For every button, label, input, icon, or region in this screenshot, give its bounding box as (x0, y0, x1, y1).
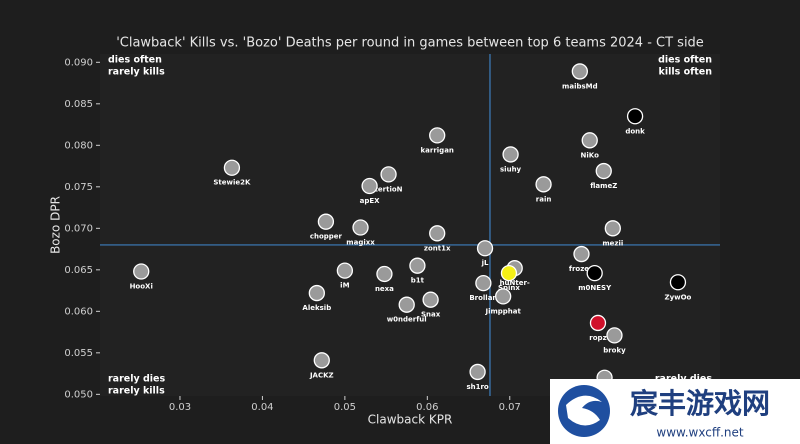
x-tick-label: 0.04 (251, 402, 273, 413)
y-tick-label: 0.055 (64, 348, 93, 359)
watermark-url: www.wxcff.net (656, 426, 744, 440)
point (595, 162, 612, 180)
x-tick-label: 0.03 (169, 402, 191, 413)
point (361, 177, 378, 195)
point-label: mezii (602, 239, 623, 247)
y-tick-label: 0.075 (64, 182, 93, 193)
point-label: nexa (375, 285, 394, 293)
point-label: flameZ (590, 182, 617, 190)
corner-annotation: rarely dies (108, 374, 165, 385)
corner-annotation: dies often (108, 55, 162, 66)
y-tick-label: 0.085 (64, 99, 93, 110)
point (308, 284, 325, 302)
y-tick-label: 0.065 (64, 265, 93, 276)
y-tick-label: 0.070 (64, 223, 93, 234)
watermark-title: 宸丰游戏网 (630, 387, 770, 420)
point (604, 220, 621, 237)
point-label: magixx (346, 238, 375, 246)
point (223, 159, 241, 176)
point-label: ropz (589, 334, 606, 342)
point (626, 108, 644, 125)
point-label: huNter- (500, 279, 530, 287)
point-label: Spinx (498, 284, 520, 292)
x-axis-label: Clawback KPR (368, 413, 453, 427)
point-label: sh1ro (466, 383, 488, 391)
point-label: Stewie2K (213, 179, 251, 187)
point-label: iM (340, 282, 349, 290)
x-tick-label: 0.05 (334, 402, 356, 413)
point (429, 225, 446, 242)
point-label: karrigan (421, 146, 454, 154)
watermark: 宸丰游戏网 www.wxcff.net (550, 379, 800, 444)
point-label: tertioN (375, 185, 403, 193)
point-label: HooXi (130, 282, 153, 290)
point-label: m0NESY (578, 284, 612, 292)
point (398, 296, 415, 313)
corner-annotation: dies often (658, 55, 712, 66)
point (589, 314, 607, 332)
point-label: apEX (360, 197, 381, 205)
point (573, 245, 590, 263)
point (475, 274, 492, 292)
point-label: maibsMd (562, 82, 598, 90)
point (429, 127, 446, 144)
corner-annotation: rarely kills (108, 386, 165, 397)
point (535, 176, 552, 193)
point (376, 265, 393, 283)
point-label: donk (625, 127, 645, 135)
point-label: siuhy (500, 165, 522, 173)
x-tick-label: 0.06 (416, 402, 438, 413)
point-label: broky (603, 346, 626, 354)
point-label: ZywOo (665, 293, 692, 301)
point-label: NiKo (581, 151, 600, 159)
point (336, 262, 354, 279)
point-label: chopper (310, 233, 343, 241)
point-label: JACKZ (309, 371, 334, 379)
point (422, 291, 439, 308)
point-label: b1t (411, 277, 425, 285)
x-tick-label: 0.07 (499, 402, 521, 413)
point-label: frozen (569, 265, 594, 273)
point (317, 213, 335, 230)
point (606, 327, 623, 344)
point (669, 274, 687, 291)
y-tick-label: 0.050 (64, 389, 93, 400)
point (380, 166, 397, 183)
point-label: Jimpphat (484, 307, 521, 315)
point (586, 264, 603, 282)
point-label: jL (481, 259, 489, 267)
point (352, 219, 369, 236)
point (495, 288, 512, 305)
point (476, 240, 494, 257)
point-label: zont1x (424, 244, 451, 252)
point-label: rain (536, 195, 552, 203)
point (133, 263, 150, 280)
point (500, 264, 518, 282)
watermark-logo-mark (566, 395, 602, 426)
y-tick-label: 0.080 (64, 140, 93, 151)
y-tick-label: 0.090 (64, 57, 93, 68)
point (409, 257, 426, 274)
corner-annotation: rarely kills (108, 67, 165, 78)
corner-annotation: kills often (659, 67, 713, 78)
point-label: Snax (421, 311, 441, 319)
point (581, 132, 598, 149)
point-label: Aleksib (302, 304, 331, 312)
point (469, 363, 486, 381)
point (313, 352, 330, 369)
plot-area (100, 54, 720, 396)
point (571, 63, 588, 80)
y-tick-label: 0.060 (64, 306, 93, 317)
y-axis-label: Bozo DPR (49, 196, 63, 254)
point-label: w0nderful (387, 316, 427, 324)
point-label: Brollan (469, 294, 497, 302)
point (502, 146, 519, 163)
chart-title: 'Clawback' Kills vs. 'Bozo' Deaths per r… (116, 36, 704, 51)
